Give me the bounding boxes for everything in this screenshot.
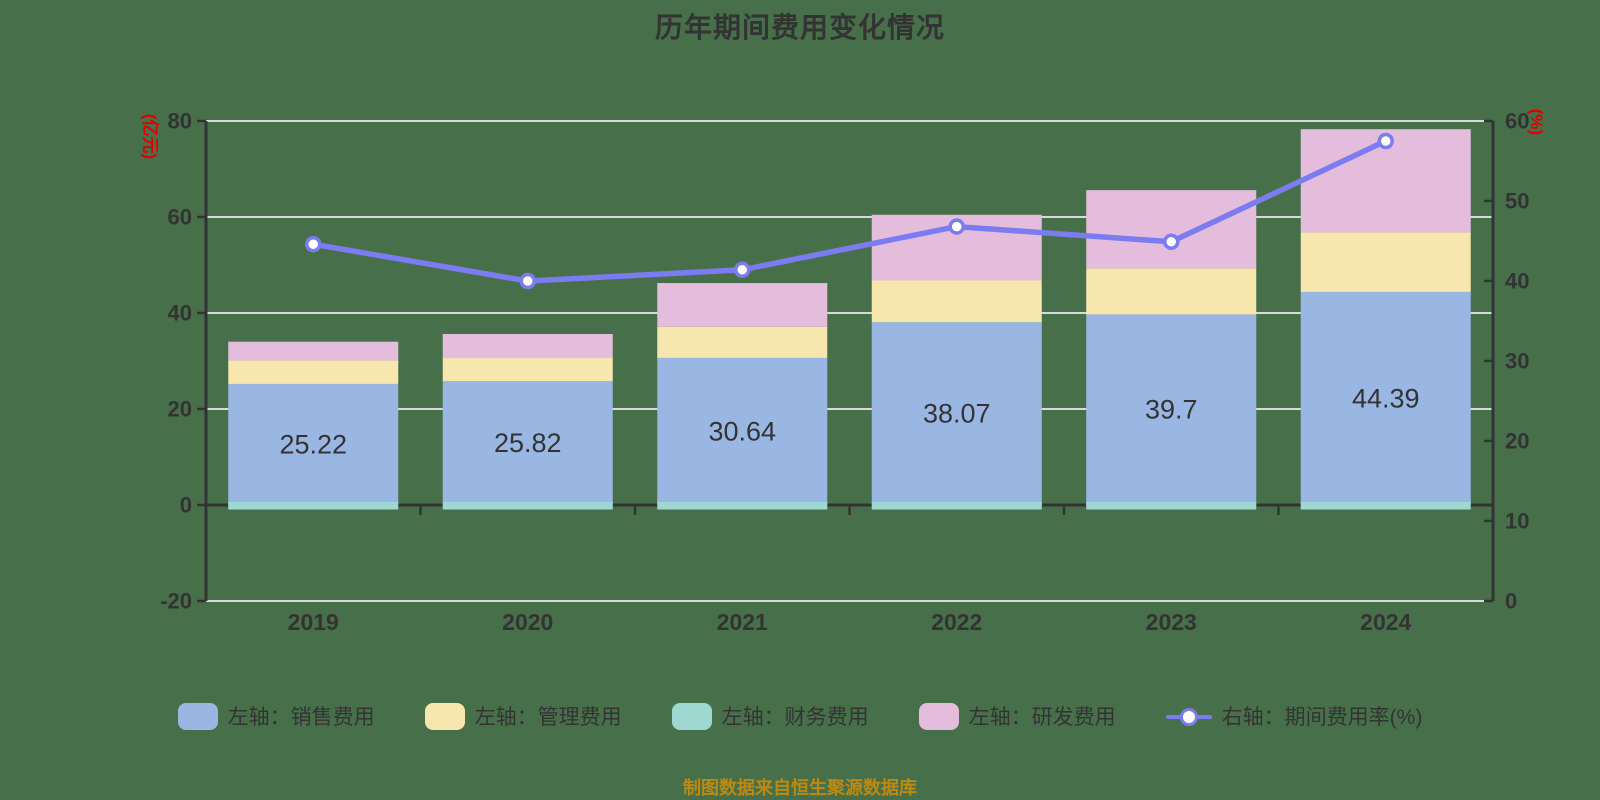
left-axis-tick-label-20: 20 — [168, 397, 192, 422]
bar-value-label-2022: 38.07 — [923, 399, 991, 429]
legend-label-finance: 左轴：财务费用 — [721, 706, 869, 729]
bar-value-label-2024: 44.39 — [1352, 383, 1420, 413]
bar-admin-2023[interactable] — [1086, 268, 1257, 315]
bar-value-label-2019: 25.22 — [279, 429, 347, 459]
bar-value-label-2020: 25.82 — [494, 428, 562, 458]
legend-swatch-selling — [177, 702, 218, 730]
bar-admin-2021[interactable] — [657, 326, 828, 358]
right-axis-tick-label-0: 0 — [1505, 589, 1517, 614]
legend-swatch-rnd — [918, 702, 959, 730]
legend-swatch-admin — [424, 702, 465, 730]
legend-item-rnd[interactable]: 左轴：研发费用 — [918, 701, 1116, 731]
rate-point-2021[interactable] — [734, 261, 751, 279]
right-axis-tick-label-20: 20 — [1505, 429, 1529, 454]
legend-item-rate[interactable]: 右轴：期间费用率(%) — [1165, 701, 1423, 731]
bar-value-label-2023: 39.7 — [1145, 395, 1198, 425]
right-axis-tick-label-60: 60 — [1505, 109, 1529, 134]
bar-selling-2020[interactable] — [442, 381, 613, 505]
legend-item-admin[interactable]: 左轴：管理费用 — [424, 701, 622, 731]
bar-admin-2019[interactable] — [228, 360, 399, 384]
bar-rnd-2023[interactable] — [1086, 190, 1257, 269]
bar-rnd-2019[interactable] — [228, 341, 399, 361]
right-axis-tick-label-30: 30 — [1505, 349, 1529, 374]
x-axis-label-2022: 2022 — [931, 609, 982, 635]
right-axis-tick-label-50: 50 — [1505, 189, 1529, 214]
rate-point-2022[interactable] — [948, 218, 965, 235]
rate-point-2019[interactable] — [305, 235, 322, 253]
legend: 左轴：销售费用 左轴：管理费用 左轴：财务费用 左轴：研发费用 右轴：期间费用率(%) — [0, 701, 1600, 731]
legend-label-rate: 右轴：期间费用率(%) — [1221, 706, 1423, 729]
legend-item-selling[interactable]: 左轴：销售费用 — [177, 701, 375, 731]
bar-selling-2023[interactable] — [1086, 314, 1257, 505]
bar-selling-2024[interactable] — [1300, 291, 1471, 505]
bar-selling-2021[interactable] — [657, 357, 828, 505]
rate-line — [310, 138, 1389, 284]
bar-admin-2022[interactable] — [871, 280, 1042, 323]
bar-finance-2024[interactable] — [1300, 502, 1471, 510]
rate-point-2023[interactable] — [1163, 233, 1180, 251]
bar-admin-2020[interactable] — [442, 358, 613, 382]
right-axis-tick-label-10: 10 — [1505, 509, 1529, 534]
legend-swatch-finance — [671, 702, 712, 730]
legend-item-finance[interactable]: 左轴：财务费用 — [671, 701, 869, 731]
left-axis-tick-label-80: 80 — [168, 109, 192, 134]
x-axis-label-2020: 2020 — [502, 609, 553, 635]
bar-finance-2020[interactable] — [442, 502, 613, 510]
bar-finance-2021[interactable] — [657, 502, 828, 510]
bar-selling-2022[interactable] — [871, 322, 1042, 505]
left-axis-tick-label-0: 0 — [180, 493, 192, 518]
legend-label-admin: 左轴：管理费用 — [474, 706, 622, 729]
rate-point-2024[interactable] — [1377, 132, 1394, 150]
bar-finance-2019[interactable] — [228, 502, 399, 510]
x-axis-label-2021: 2021 — [717, 609, 768, 635]
legend-label-rnd: 左轴：研发费用 — [968, 706, 1116, 729]
chart-title: 历年期间费用变化情况 — [654, 12, 945, 43]
left-axis-tick-label-40: 40 — [168, 301, 192, 326]
bar-admin-2024[interactable] — [1300, 232, 1471, 292]
left-axis-tick-label--20: -20 — [160, 589, 192, 614]
bar-selling-2019[interactable] — [228, 383, 399, 505]
x-axis-label-2019: 2019 — [288, 609, 339, 635]
bar-finance-2022[interactable] — [871, 502, 1042, 510]
bar-finance-2023[interactable] — [1086, 502, 1257, 510]
x-axis-label-2024: 2024 — [1360, 609, 1411, 635]
x-axis-label-2023: 2023 — [1146, 609, 1197, 635]
left-axis-tick-label-60: 60 — [168, 205, 192, 230]
bar-rnd-2021[interactable] — [657, 283, 828, 327]
bar-value-label-2021: 30.64 — [708, 416, 776, 446]
rate-point-2020[interactable] — [519, 272, 536, 290]
data-source-caption: 制图数据来自恒生聚源数据库 — [683, 778, 917, 798]
legend-line-marker-icon — [1165, 703, 1212, 730]
bar-rnd-2020[interactable] — [442, 334, 613, 359]
right-axis-tick-label-40: 40 — [1505, 269, 1529, 294]
legend-label-selling: 左轴：销售费用 — [227, 706, 375, 729]
